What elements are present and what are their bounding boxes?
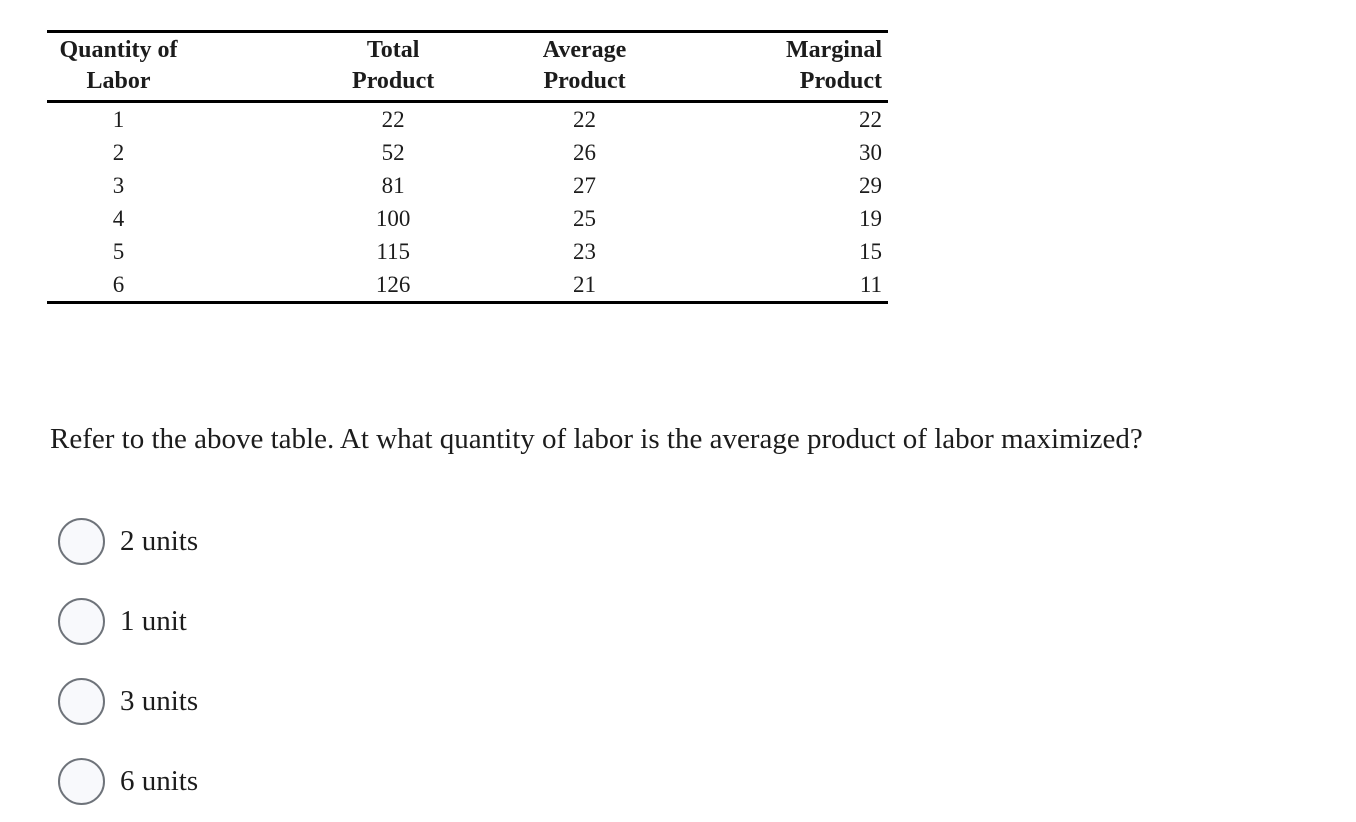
table-cell: 26 [573, 140, 597, 165]
option-label: 3 units [120, 685, 199, 717]
table-cell: 81 [381, 173, 405, 198]
table-cell: 100 [375, 206, 411, 231]
col-header-average-product: Average Product [526, 31, 678, 103]
table-cell: 115 [376, 239, 410, 264]
table-cell: 22 [573, 107, 597, 132]
table-cell: 11 [859, 272, 882, 297]
table-cell: 29 [859, 173, 882, 198]
table-row: 4 100 25 19 [47, 202, 888, 235]
table-cell: 2 [112, 140, 125, 165]
table-cell: 22 [381, 107, 405, 132]
radio-button[interactable] [58, 517, 105, 565]
table-cell: 23 [573, 239, 597, 264]
option-label: 6 units [120, 765, 199, 797]
col-header-total-product: Total Product [189, 31, 527, 103]
table-cell: 4 [112, 206, 125, 231]
answer-options-list: 2 units 1 unit 3 units 6 units [58, 517, 1356, 805]
labor-product-table: Quantity of Labor Total Product Average … [47, 30, 888, 304]
table-header-row: Quantity of Labor Total Product Average … [47, 31, 888, 103]
quiz-question-page: Quantity of Labor Total Product Average … [0, 30, 1356, 805]
table-cell: 25 [573, 206, 597, 231]
table-cell: 5 [112, 239, 125, 264]
answer-option-3-units[interactable]: 3 units [58, 677, 198, 725]
table-cell: 52 [381, 140, 405, 165]
table-row: 5 115 23 15 [47, 235, 888, 268]
table-cell: 6 [112, 272, 125, 297]
table-cell: 30 [859, 140, 882, 165]
table-row: 6 126 21 11 [47, 268, 888, 303]
table-cell: 19 [859, 206, 882, 231]
table-row: 2 52 26 30 [47, 136, 888, 169]
option-label: 2 units [120, 525, 199, 557]
table-cell: 3 [112, 173, 125, 198]
answer-option-6-units[interactable]: 6 units [58, 757, 198, 805]
table-cell: 15 [859, 239, 882, 264]
answer-option-1-unit[interactable]: 1 unit [58, 597, 187, 645]
col-header-quantity-of-labor: Quantity of Labor [47, 31, 190, 103]
answer-option-2-units[interactable]: 2 units [58, 517, 198, 565]
table-cell: 126 [375, 272, 411, 297]
option-label: 1 unit [120, 605, 187, 637]
table-row: 3 81 27 29 [47, 169, 888, 202]
question-text: Refer to the above table. At what quanti… [50, 423, 1143, 455]
table-row: 1 22 22 22 [47, 102, 888, 137]
radio-button[interactable] [58, 597, 105, 645]
radio-button[interactable] [58, 677, 105, 725]
table-cell: 1 [112, 107, 125, 132]
table-cell: 22 [859, 107, 882, 132]
table-cell: 21 [573, 272, 597, 297]
radio-button[interactable] [58, 757, 105, 805]
table-cell: 27 [573, 173, 597, 198]
col-header-marginal-product: Marginal Product [677, 31, 888, 103]
